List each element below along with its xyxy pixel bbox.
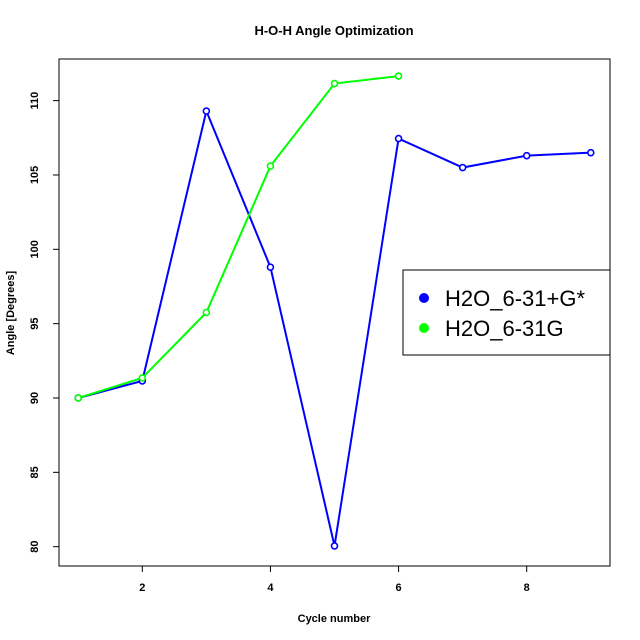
x-tick-label: 8 [524, 582, 530, 594]
series-0-point [394, 134, 403, 143]
y-axis: 80 85 90 95 100 105 110 [29, 92, 59, 553]
y-tick-label: 110 [29, 92, 41, 110]
series-1-point [202, 308, 211, 317]
y-axis-label: Angle [Degrees] [5, 270, 17, 355]
series-1-point [74, 394, 83, 402]
series-0-point [522, 151, 531, 160]
y-tick-label: 85 [29, 466, 41, 478]
legend: H2O_6-31+G* H2O_6-31G [402, 269, 611, 356]
x-tick-label: 6 [396, 582, 402, 594]
series-1-point [266, 162, 275, 170]
series-1-point [330, 79, 339, 88]
x-axis-label: Cycle number [298, 613, 371, 625]
series-0-point [458, 163, 467, 172]
series-line-1 [77, 75, 399, 399]
y-tick-label: 80 [29, 541, 41, 553]
legend-box [402, 269, 611, 356]
chart-title: H-O-H Angle Optimization [254, 23, 413, 38]
x-tick-label: 4 [267, 582, 274, 594]
y-tick-label: 105 [29, 166, 41, 184]
series-0-point [202, 107, 211, 115]
series-0-point [330, 542, 339, 550]
series-1-point [138, 374, 147, 382]
legend-label-0: H2O_6-31+G* [445, 286, 585, 311]
legend-marker-1 [419, 323, 429, 333]
series-1-point [394, 72, 403, 80]
series-layer [74, 72, 595, 550]
x-axis: 2 4 6 8 [139, 566, 530, 594]
series-0-point [266, 263, 275, 271]
x-tick-label: 2 [139, 582, 145, 594]
legend-marker-0 [419, 293, 429, 303]
y-tick-label: 100 [29, 240, 41, 258]
legend-label-1: H2O_6-31G [445, 316, 564, 341]
y-tick-label: 90 [29, 392, 41, 404]
series-0-point [586, 148, 595, 157]
y-tick-label: 95 [29, 318, 41, 330]
